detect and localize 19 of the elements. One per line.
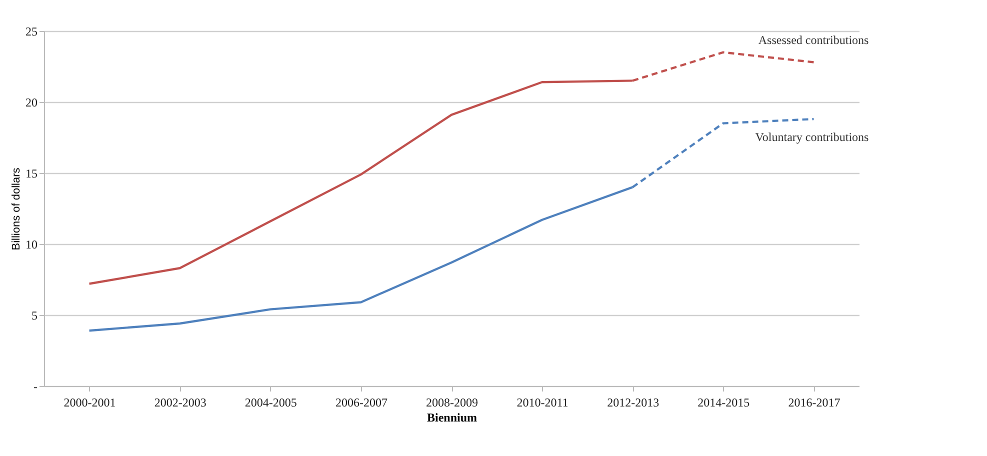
x-tick-label: 2014-2015 [698, 396, 750, 410]
x-axis-title: Biennium [426, 410, 478, 424]
x-tick-label: 2002-2003 [154, 396, 206, 410]
y-tick-label: 25 [26, 24, 38, 38]
x-tick-label: 2006-2007 [335, 396, 388, 410]
x-tick-label: 2016-2017 [788, 396, 840, 410]
y-axis-title: Billions of dollars [10, 167, 22, 250]
x-tick-label: 2000-2001 [64, 396, 116, 410]
y-tick-label: 5 [32, 308, 38, 322]
x-tick-label: 2008-2009 [426, 396, 478, 410]
x-tick-label: 2012-2013 [607, 396, 660, 410]
series-label: Voluntary contributions [755, 130, 870, 144]
series-label: Assessed contributions [758, 33, 870, 48]
x-tick-label: 2010-2011 [516, 396, 568, 410]
y-tick-label: 10 [26, 238, 38, 252]
y-tick-label: 20 [26, 96, 38, 110]
x-tick-label: 2004-2005 [244, 396, 297, 410]
y-tick-label: 15 [26, 166, 38, 180]
y-tick-label: - [34, 380, 38, 394]
